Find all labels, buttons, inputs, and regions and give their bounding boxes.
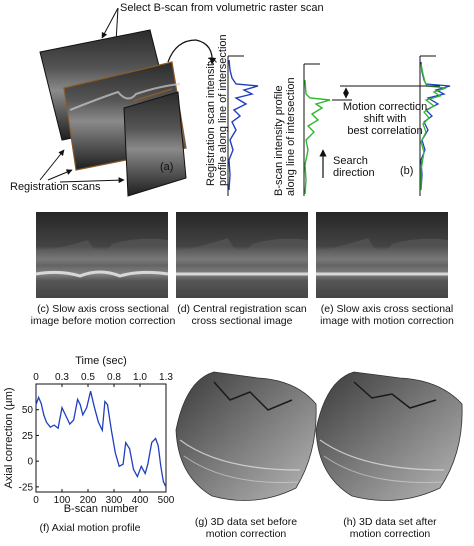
x-tick-label: 300 [106, 495, 123, 506]
panel-f-caption-1: (f) Axial motion profile [39, 522, 141, 534]
chart-frame [35, 383, 167, 493]
panel-a-profile-label-1: Registration scan intensity [205, 57, 217, 186]
top-x-tick-label: 1.0 [133, 372, 147, 383]
registration-arrow-1 [39, 149, 65, 181]
x-tick-label: 200 [80, 495, 97, 506]
panel-e-caption-1: (e) Slow axis cross sectional [320, 303, 454, 315]
panel-b-profile-label-2: along line of intersection [285, 77, 297, 196]
volume-h-surface-ridges [353, 381, 437, 409]
panel-c-image [35, 212, 169, 298]
registration-label: Registration scans [10, 181, 101, 193]
panel-a-profile-label-2: profile along line of intersection [217, 34, 229, 186]
volume-g-layer-2 [183, 455, 299, 483]
panel-c-caption: (c) Slow axis cross sectional image befo… [22, 303, 184, 327]
panel-b-letter: (b) [400, 165, 413, 177]
top-x-tick-label: 0 [33, 372, 39, 383]
panel-h-caption-1: (h) 3D data set after [343, 516, 437, 528]
search-label-2: direction [333, 167, 375, 179]
intersection-line [132, 88, 173, 102]
panel-f-caption: (f) Axial motion profile [10, 522, 170, 534]
y-tick-label: 25 [22, 431, 34, 442]
volume-g-surface-ridges [213, 381, 293, 411]
registration-arrow-3 [59, 177, 125, 184]
chart-xlabel: B-scan number [64, 503, 139, 515]
chart-top-xlabel: Time (sec) [75, 355, 127, 367]
panel-b-ref-trace-green [420, 63, 447, 190]
panel-b-profile-label-1: B-scan intensity profile [273, 85, 285, 196]
panel-h-caption-2: motion correction [349, 528, 431, 540]
search-label-1: Search [333, 155, 368, 167]
panel-d-caption-1: (d) Central registration scan [177, 303, 307, 315]
shift-label-3: best correlation [347, 125, 422, 137]
x-tick-label: 500 [158, 495, 175, 506]
panel-e-caption: (e) Slow axis cross sectional image with… [306, 303, 468, 327]
oct-rpe-c [35, 270, 169, 278]
top-x-tick-label: 0.3 [55, 372, 69, 383]
shift-label-2: shift with [364, 113, 407, 125]
y-tick-label: 50 [22, 405, 34, 416]
select-arrow [101, 7, 119, 39]
volume-slab-front [123, 91, 187, 197]
oct-retina-d [176, 238, 308, 298]
top-x-tick-label: 1.3 [159, 372, 173, 383]
panel-c-caption-1: (c) Slow axis cross sectional [37, 303, 169, 315]
panel-g-caption: (g) 3D data set before motion correction [176, 516, 316, 540]
top-x-tick-label: 0.8 [107, 372, 121, 383]
volume-g-body [175, 371, 317, 501]
curved-arrow [167, 39, 217, 65]
panel-h-caption: (h) 3D data set after motion correction [316, 516, 464, 540]
panel-b-profile-trace [304, 79, 331, 195]
panel-a: Select B-scan from volumetric raster sca… [10, 2, 324, 197]
panel-e-caption-2: image with motion correction [320, 315, 454, 327]
panel-a-letter: (a) [160, 161, 173, 173]
panel-g-caption-1: (g) 3D data set before [194, 516, 298, 528]
panel-e-image [316, 212, 448, 298]
panel-d-image [176, 212, 308, 298]
panel-b: B-scan intensity profile along line of i… [273, 55, 451, 196]
x-tick-label: 400 [132, 495, 149, 506]
panel-a-profile-label: Registration scan intensity profile alon… [205, 34, 229, 186]
panel-c-caption-2: image before motion correction [30, 315, 176, 327]
panel-b-profile-label: B-scan intensity profile along line of i… [273, 77, 297, 196]
volume-h-body [315, 371, 463, 501]
top-x-tick-label: 0.5 [81, 372, 95, 383]
volume-h-layer-1 [319, 439, 445, 471]
panel-g-caption-2: motion correction [205, 528, 287, 540]
panel-h-volume [315, 371, 463, 501]
registration-arrow-2 [47, 169, 73, 181]
panel-g-volume [175, 371, 317, 501]
x-tick-label: 0 [33, 495, 39, 506]
panel-d-caption-2: cross sectional image [191, 315, 293, 327]
panel-d-caption: (d) Central registration scan cross sect… [170, 303, 314, 327]
y-tick-label: -25 [19, 482, 34, 493]
oct-retina-e [316, 238, 448, 298]
panel-a-top-label: Select B-scan from volumetric raster sca… [120, 2, 324, 14]
shift-label-1: Motion correction [343, 101, 427, 113]
oct-retina-c [36, 238, 168, 298]
volume-g-layer-1 [179, 439, 301, 471]
panel-a-profile-trace [228, 59, 259, 191]
x-tick-label: 100 [54, 495, 71, 506]
axial-correction-series-line [35, 391, 167, 488]
volume-h-layer-2 [323, 455, 443, 483]
chart-ylabel: Axial correction (µm) [3, 387, 15, 488]
slab-retina-layer [69, 83, 181, 111]
y-tick-label: 0 [27, 457, 33, 468]
